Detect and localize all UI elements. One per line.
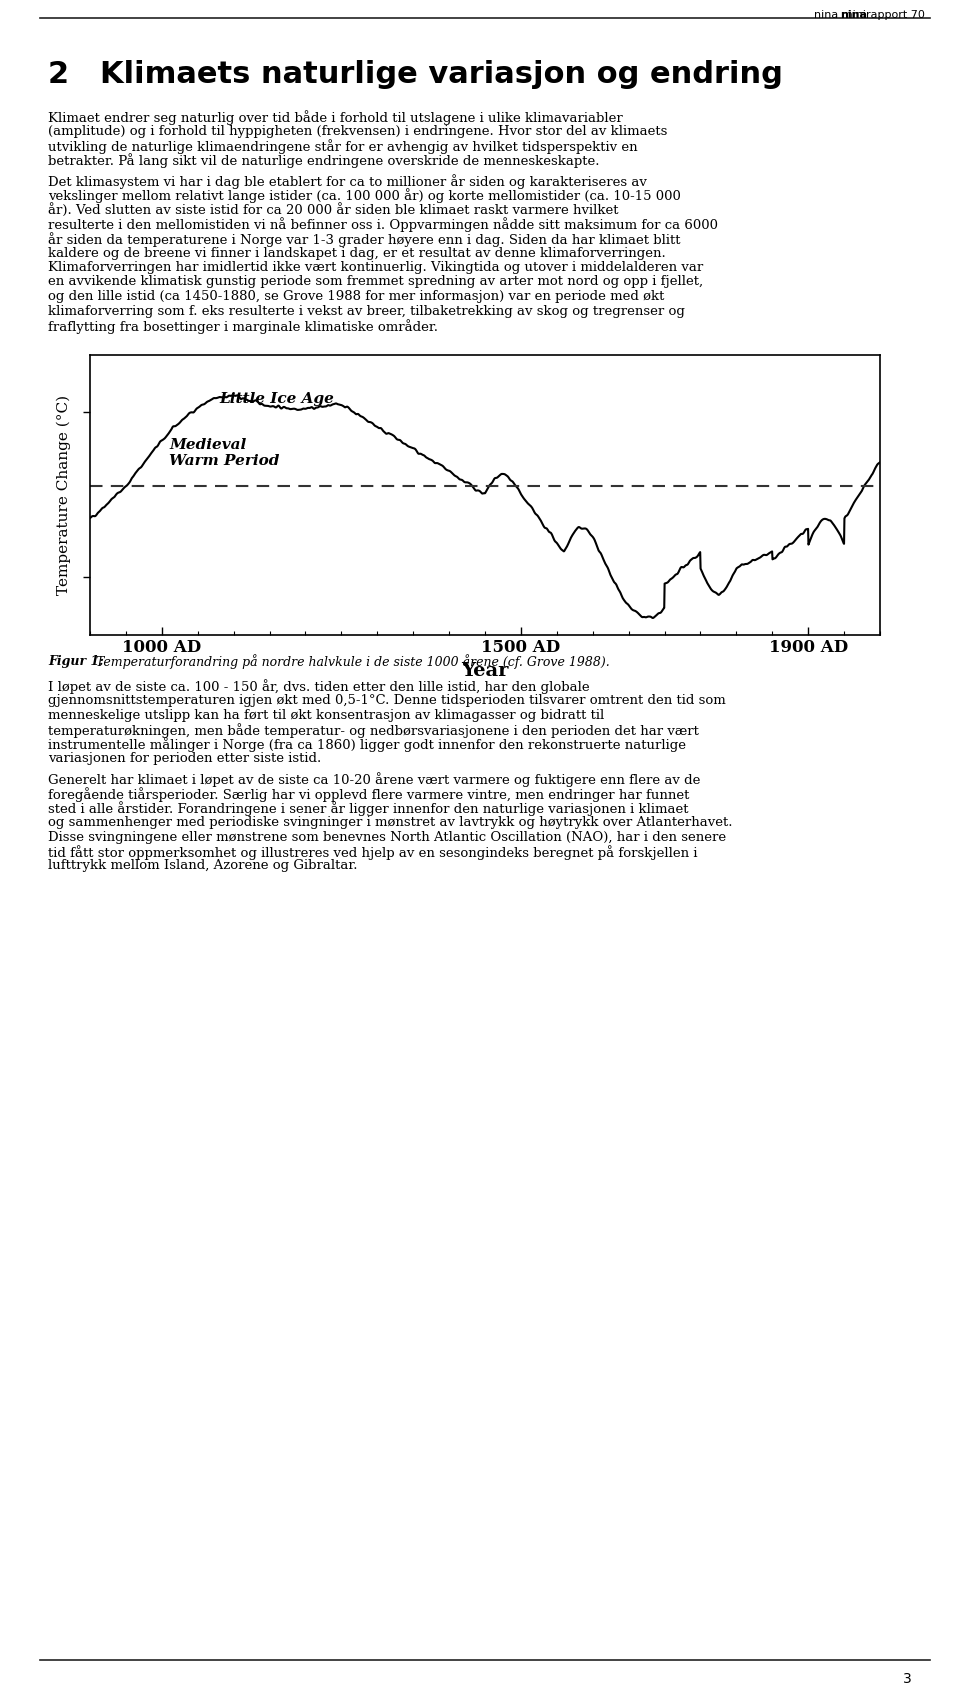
Text: Klimaets naturlige variasjon og endring: Klimaets naturlige variasjon og endring: [100, 61, 782, 89]
Text: betrakter. På lang sikt vil de naturlige endringene overskride de menneskeskapte: betrakter. På lang sikt vil de naturlige…: [48, 153, 599, 168]
Text: år siden da temperaturene i Norge var 1-3 grader høyere enn i dag. Siden da har : år siden da temperaturene i Norge var 1-…: [48, 232, 681, 248]
Text: Temperaturforandring på nordre halvkule i de siste 1000 årene (cf. Grove 1988).: Temperaturforandring på nordre halvkule …: [96, 655, 610, 669]
Text: klimaforverring som f. eks resulterte i vekst av breer, tilbaketrekking av skog : klimaforverring som f. eks resulterte i …: [48, 305, 684, 318]
Text: foregående tiårsperioder. Særlig har vi opplevd flere varmere vintre, men endrin: foregående tiårsperioder. Særlig har vi …: [48, 786, 689, 802]
Text: instrumentelle målinger i Norge (fra ca 1860) ligger godt innenfor den rekonstru: instrumentelle målinger i Norge (fra ca …: [48, 738, 686, 753]
Text: variasjonen for perioden etter siste istid.: variasjonen for perioden etter siste ist…: [48, 753, 322, 765]
Text: år). Ved slutten av siste istid for ca 20 000 år siden ble klimaet raskt varmere: år). Ved slutten av siste istid for ca 2…: [48, 204, 618, 217]
Text: Klimaet endrer seg naturlig over tid både i forhold til utslagene i ulike klimav: Klimaet endrer seg naturlig over tid båd…: [48, 109, 623, 125]
Text: fraflytting fra bosettinger i marginale klimatiske områder.: fraflytting fra bosettinger i marginale …: [48, 318, 438, 333]
Text: menneskelige utslipp kan ha ført til økt konsentrasjon av klimagasser og bidratt: menneskelige utslipp kan ha ført til økt…: [48, 709, 604, 721]
Text: (amplitude) og i forhold til hyppigheten (frekvensen) i endringene. Hvor stor de: (amplitude) og i forhold til hyppigheten…: [48, 125, 667, 138]
Text: en avvikende klimatisk gunstig periode som fremmet spredning av arter mot nord o: en avvikende klimatisk gunstig periode s…: [48, 276, 703, 288]
Text: utvikling de naturlige klimaendringene står for er avhengig av hvilket tidspersp: utvikling de naturlige klimaendringene s…: [48, 140, 637, 153]
Text: resulterte i den mellomistiden vi nå befinner oss i. Oppvarmingen nådde sitt mak: resulterte i den mellomistiden vi nå bef…: [48, 217, 718, 232]
Text: vekslinger mellom relativt lange istider (ca. 100 000 år) og korte mellomistider: vekslinger mellom relativt lange istider…: [48, 189, 681, 204]
Text: Medieval
Warm Period: Medieval Warm Period: [169, 438, 279, 468]
Text: Generelt har klimaet i løpet av de siste ca 10-20 årene vært varmere og fuktiger: Generelt har klimaet i løpet av de siste…: [48, 773, 701, 788]
Text: Klimaforverringen har imidlertid ikke vært kontinuerlig. Vikingtida og utover i : Klimaforverringen har imidlertid ikke væ…: [48, 261, 704, 274]
Text: I løpet av de siste ca. 100 - 150 år, dvs. tiden etter den lille istid, har den : I løpet av de siste ca. 100 - 150 år, dv…: [48, 680, 589, 694]
Text: 2: 2: [48, 61, 69, 89]
Text: gjennomsnittstemperaturen igjen økt med 0,5-1°C. Denne tidsperioden tilsvarer om: gjennomsnittstemperaturen igjen økt med …: [48, 694, 726, 707]
Text: temperaturøkningen, men både temperatur- og nedbørsvariasjonene i den perioden d: temperaturøkningen, men både temperatur-…: [48, 722, 699, 738]
Text: Det klimasystem vi har i dag ble etablert for ca to millioner år siden og karakt: Det klimasystem vi har i dag ble etabler…: [48, 173, 647, 189]
Text: tid fått stor oppmerksomhet og illustreres ved hjelp av en sesongindeks beregnet: tid fått stor oppmerksomhet og illustrer…: [48, 845, 698, 861]
Text: 3: 3: [903, 1672, 912, 1684]
Text: Little Ice Age: Little Ice Age: [219, 392, 334, 406]
Text: og sammenhenger med periodiske svingninger i mønstret av lavtrykk og høytrykk ov: og sammenhenger med periodiske svingning…: [48, 817, 732, 829]
Text: og den lille istid (ca 1450-1880, se Grove 1988 for mer informasjon) var en peri: og den lille istid (ca 1450-1880, se Gro…: [48, 290, 664, 303]
Y-axis label: Temperature Change (°C): Temperature Change (°C): [57, 394, 71, 594]
Text: Disse svingningene eller mønstrene som benevnes North Atlantic Oscillation (NAO): Disse svingningene eller mønstrene som b…: [48, 830, 726, 844]
Text: nina minirapport 70: nina minirapport 70: [814, 10, 925, 20]
Text: kaldere og de breene vi finner i landskapet i dag, er et resultat av denne klima: kaldere og de breene vi finner i landska…: [48, 246, 665, 259]
Text: lufttrykk mellom Island, Azorene og Gibraltar.: lufttrykk mellom Island, Azorene og Gibr…: [48, 859, 357, 872]
Text: sted i alle årstider. Forandringene i sener år ligger innenfor den naturlige var: sted i alle årstider. Forandringene i se…: [48, 802, 688, 817]
Text: nina: nina: [840, 10, 867, 20]
Text: Figur 1:: Figur 1:: [48, 655, 108, 667]
X-axis label: Year: Year: [461, 662, 509, 680]
